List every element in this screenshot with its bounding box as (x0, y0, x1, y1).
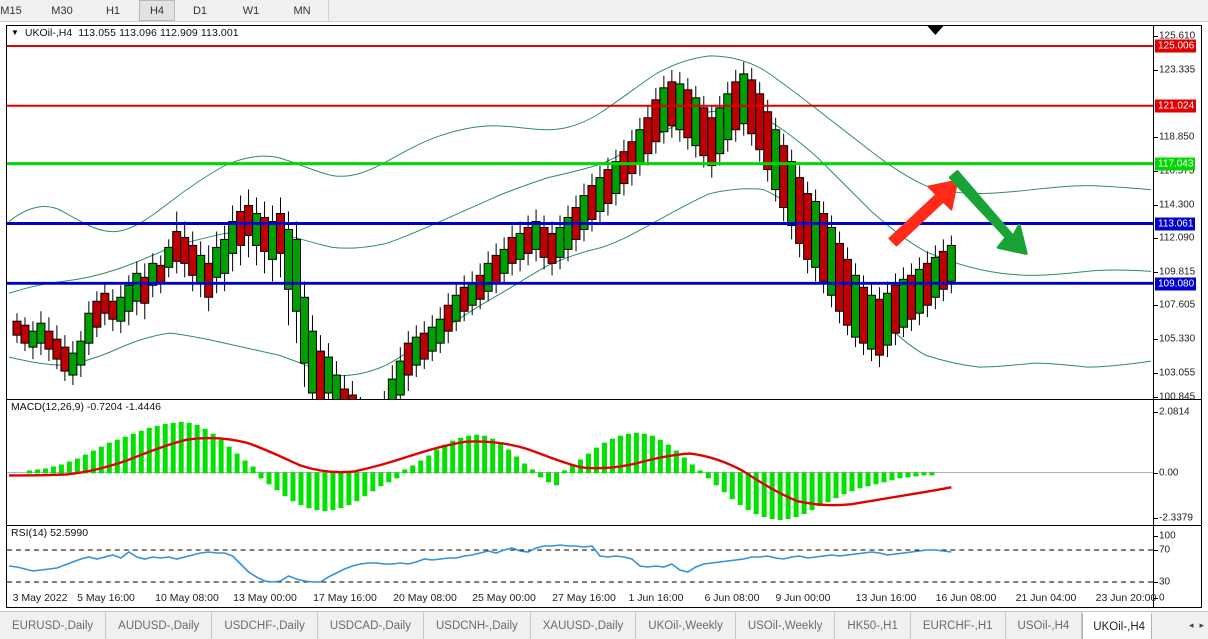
macd-pane[interactable]: MACD(12,26,9) -0.7204 -1.4446 (7, 400, 1201, 526)
time-label: 16 Jun 08:00 (935, 592, 997, 604)
rsi-pane[interactable]: RSI(14) 52.5990 100 70 30 0 (7, 526, 1201, 607)
candle-bodies (12, 73, 956, 399)
chart-tab-ukoil-weekly[interactable]: UKOil-,Weekly (636, 612, 736, 639)
macd-tick: 2.0814 (1159, 406, 1190, 418)
chart-tab-xauusd-daily[interactable]: XAUUSD-,Daily (531, 612, 637, 639)
price-tick: 114.300 (1159, 199, 1195, 211)
time-label: 23 Jun 20:00 (1095, 592, 1157, 604)
rsi-tick: 100 (1159, 530, 1176, 542)
price-pane[interactable]: 125.610 123.335 118.850 116.575 114.300 … (7, 26, 1201, 403)
chart-symbol-header: ▼ UKOil-,H4 113.055 113.096 112.909 113.… (7, 26, 1201, 40)
chart-tab-ukoil-h4[interactable]: UKOil-,H4 (1082, 612, 1153, 639)
price-tick: 107.605 (1159, 299, 1196, 311)
price-tick: 105.330 (1159, 333, 1196, 345)
macd-label: MACD(12,26,9) -0.7204 -1.4446 (11, 401, 161, 413)
price-tick: 123.335 (1159, 64, 1196, 76)
time-label: 5 May 16:00 (77, 592, 135, 604)
time-label: 25 May 00:00 (472, 592, 536, 604)
macd-scale: 2.0814 0.00 -2.3379 (1153, 400, 1201, 525)
price-tick: 118.850 (1159, 131, 1195, 143)
price-tag-125006[interactable]: 125.006 (1155, 39, 1197, 53)
chart-ohlc-values: 113.055 113.096 112.909 113.001 (78, 27, 239, 39)
chart-tabs: EURUSD-,Daily AUDUSD-,Daily USDCHF-,Dail… (0, 612, 1185, 639)
price-tag-109080[interactable]: 109.080 (1155, 277, 1197, 291)
time-label: 3 May 2022 (12, 592, 68, 604)
macd-signal-line (8, 436, 952, 507)
scroll-right-icon[interactable]: ▸ (1199, 620, 1204, 630)
chart-symbol-label: UKOil-,H4 (24, 27, 73, 39)
tab-scroll-buttons: ◂ ▸ (1185, 612, 1208, 639)
chart-tab-bar: EURUSD-,Daily AUDUSD-,Daily USDCHF-,Dail… (0, 611, 1208, 639)
chart-top-marker-icon (927, 26, 944, 35)
timeframe-group: M15 M30 H1 H4 D1 W1 MN (0, 0, 329, 21)
chart-tab-eurusd-daily[interactable]: EURUSD-,Daily (0, 612, 107, 639)
price-tick: 112.090 (1159, 232, 1195, 244)
price-tick: 116.575 (1159, 165, 1195, 177)
time-label: 9 Jun 00:00 (775, 592, 831, 604)
bullish-arrow (888, 179, 959, 247)
time-label: 13 Jun 16:00 (855, 592, 917, 604)
price-plot-svg (7, 26, 1153, 399)
chart-frame[interactable]: ▼ UKOil-,H4 113.055 113.096 112.909 113.… (6, 25, 1202, 608)
rsi-line (8, 544, 952, 583)
price-scale[interactable]: 125.610 123.335 118.850 116.575 114.300 … (1153, 26, 1201, 403)
candlestick-series (12, 61, 956, 399)
time-axis: 3 May 2022 5 May 16:00 10 May 08:00 13 M… (6, 590, 1202, 610)
price-tick: 100.845 (1159, 391, 1196, 403)
price-tag-113061[interactable]: 113.061 (1155, 217, 1196, 231)
price-tick: 125.610 (1159, 30, 1196, 42)
time-label: 13 May 00:00 (233, 592, 297, 604)
price-tick: 109.815 (1159, 266, 1196, 278)
macd-plot[interactable] (7, 400, 1153, 525)
time-label: 21 Jun 04:00 (1015, 592, 1077, 604)
timeframe-d1[interactable]: D1 (192, 4, 208, 17)
macd-plot-svg (7, 421, 1153, 521)
chart-tab-audusd-daily[interactable]: AUDUSD-,Daily (106, 612, 213, 639)
chart-tab-usdcnh-daily[interactable]: USDCNH-,Daily (424, 612, 531, 639)
chart-tab-eurchf-h1[interactable]: EURCHF-,H1 (911, 612, 1006, 639)
time-label: 17 May 16:00 (313, 592, 377, 604)
timeframe-m30[interactable]: M30 (51, 4, 73, 17)
rsi-label: RSI(14) 52.5990 (11, 527, 89, 539)
price-tag-117043[interactable]: 117.043 (1155, 157, 1196, 171)
macd-tick: 0.00 (1159, 467, 1179, 479)
macd-tick: -2.3379 (1159, 512, 1193, 524)
chart-tab-usdchf-daily[interactable]: USDCHF-,Daily (212, 612, 318, 639)
bollinger-lower (8, 188, 1152, 377)
time-label: 1 Jun 16:00 (628, 592, 684, 604)
time-label: 27 May 16:00 (552, 592, 616, 604)
rsi-tick: 30 (1159, 576, 1171, 588)
bearish-arrow (948, 170, 1028, 255)
chart-tab-usdcad-daily[interactable]: USDCAD-,Daily (318, 612, 424, 639)
timeframe-w1[interactable]: W1 (242, 4, 260, 17)
horizontal-levels (7, 44, 1153, 285)
timeframe-mn[interactable]: MN (293, 4, 311, 17)
price-tick: 103.055 (1159, 367, 1196, 379)
price-tag-121024[interactable]: 121.024 (1155, 99, 1197, 113)
time-label: 20 May 08:00 (393, 592, 457, 604)
rsi-scale: 100 70 30 0 (1153, 526, 1201, 607)
price-plot[interactable] (7, 26, 1153, 399)
rsi-tick: 0 (1159, 592, 1165, 604)
timeframe-toolbar: M15 M30 H1 H4 D1 W1 MN (0, 0, 1208, 22)
timeframe-m15[interactable]: M15 (0, 4, 22, 17)
rsi-plot-svg (7, 544, 1153, 583)
time-label: 10 May 08:00 (155, 592, 219, 604)
timeframe-h1[interactable]: H1 (105, 4, 121, 17)
scroll-left-icon[interactable]: ◂ (1188, 620, 1194, 630)
chart-tab-hk50-h1[interactable]: HK50-,H1 (835, 612, 911, 639)
timeframe-h4[interactable]: H4 (139, 0, 175, 21)
chart-tab-usoil-h4[interactable]: USOil-,H4 (1006, 612, 1083, 639)
time-label: 6 Jun 08:00 (704, 592, 760, 604)
chevron-down-icon[interactable]: ▼ (11, 28, 19, 37)
chart-tab-usoil-weekly[interactable]: USOil-,Weekly (736, 612, 836, 639)
macd-histogram (26, 421, 935, 521)
rsi-plot[interactable] (7, 526, 1153, 607)
rsi-tick: 70 (1159, 544, 1171, 556)
